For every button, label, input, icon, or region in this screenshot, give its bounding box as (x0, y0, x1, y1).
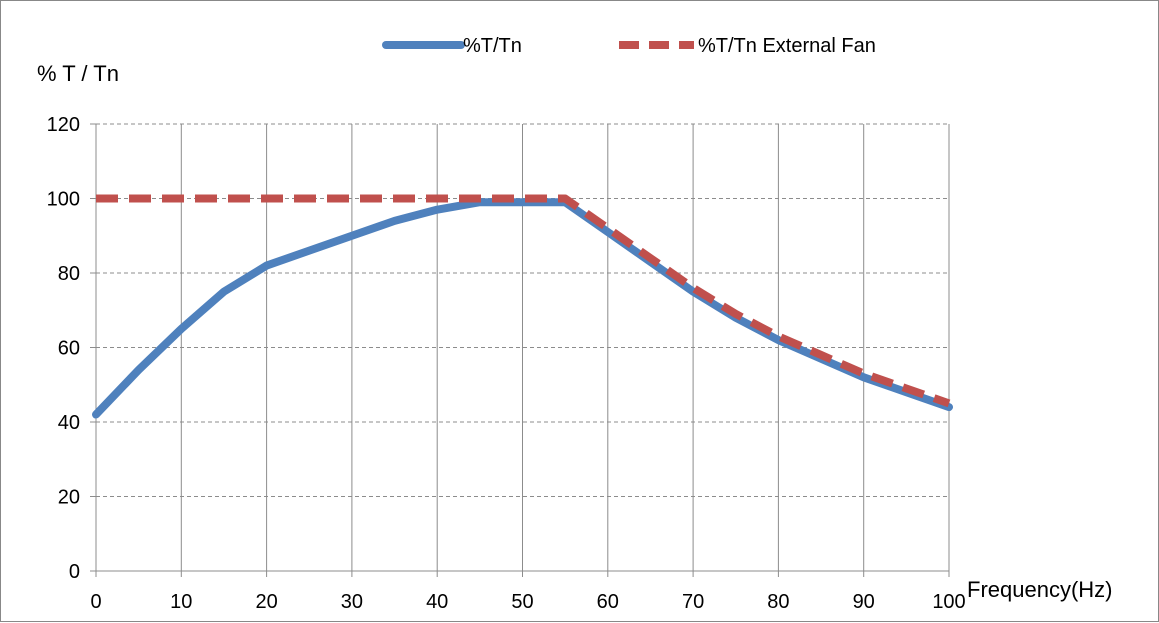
x-tick-label: 50 (511, 591, 533, 613)
x-tick-label: 30 (341, 591, 363, 613)
label-layer: % T / Tn Frequency(Hz) (37, 61, 1112, 602)
y-tick-label: 0 (69, 561, 80, 583)
x-tick-label: 10 (170, 591, 192, 613)
x-tick-label: 80 (767, 591, 789, 613)
y-tick-label: 100 (47, 189, 80, 211)
y-tick-label: 40 (58, 412, 80, 434)
x-tick-label: 20 (255, 591, 277, 613)
legend: %T/Tn %T/Tn External Fan (382, 35, 876, 57)
x-axis-title: Frequency(Hz) (967, 577, 1112, 602)
grid-layer (96, 123, 950, 571)
y-tick-label: 120 (47, 114, 80, 136)
x-tick-label: 60 (597, 591, 619, 613)
series-layer (92, 194, 953, 419)
series-line-2 (96, 194, 951, 408)
y-tick-label: 20 (58, 487, 80, 509)
x-tick-label: 100 (932, 591, 965, 613)
x-tick-label: 40 (426, 591, 448, 613)
x-tick-label: 70 (682, 591, 704, 613)
y-axis-title: % T / Tn (37, 61, 119, 86)
series-line-1 (92, 198, 953, 419)
legend-label-2: %T/Tn External Fan (698, 35, 876, 57)
legend-label-1: %T/Tn (463, 35, 522, 57)
y-tick-label: 80 (58, 263, 80, 285)
y-tick-label: 60 (58, 338, 80, 360)
axis-layer: 0 20 40 60 80 100 120 0 10 20 30 40 50 60 70 80 90 100 (47, 114, 966, 613)
x-tick-label: 0 (90, 591, 101, 613)
x-tick-label: 90 (853, 591, 875, 613)
